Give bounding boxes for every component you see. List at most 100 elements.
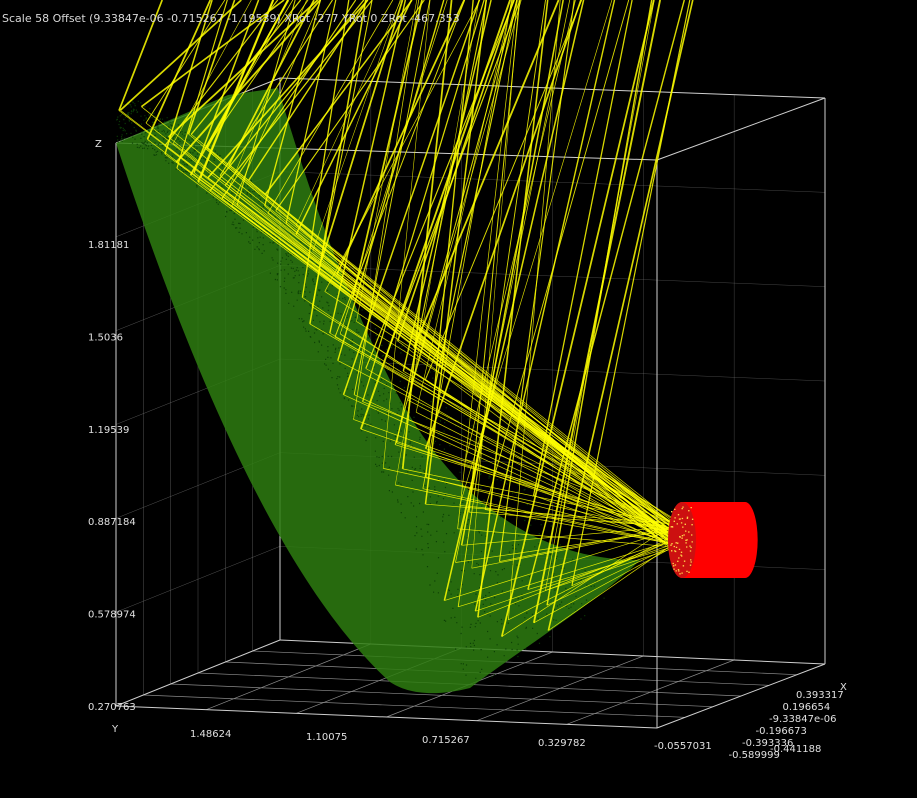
incident-ray	[324, 0, 481, 292]
reflected-ray	[425, 448, 675, 531]
incident-ray	[382, 0, 431, 469]
reflected-ray	[444, 530, 671, 601]
incident-ray	[407, 0, 522, 401]
incident-ray	[312, 0, 401, 252]
incident-ray	[360, 0, 511, 430]
x-tick-label: -0.393336	[742, 738, 793, 749]
incident-ray	[207, 0, 369, 179]
incident-ray	[321, 0, 404, 260]
reflected-ray	[193, 172, 666, 531]
grid-line	[566, 659, 735, 725]
reflected-ray	[168, 136, 676, 548]
y-tick-label: 1.48624	[190, 729, 231, 740]
x-tick-label: -9.33847e-06	[769, 714, 836, 725]
z-tick-label: 1.5036	[88, 332, 123, 343]
incident-ray	[275, 0, 425, 212]
incident-ray	[204, 0, 294, 149]
reflected-ray	[422, 488, 671, 544]
reflected-ray	[321, 259, 680, 538]
incident-ray	[140, 0, 285, 108]
y-tick-label: -0.441188	[770, 744, 821, 755]
view-status-text: Scale 58 Offset (9.33847e-06 -0.715267 -…	[2, 12, 460, 25]
reflected-ray	[164, 153, 668, 525]
reflected-ray	[386, 355, 677, 538]
incident-ray	[508, 0, 561, 620]
reflected-ray	[461, 526, 672, 546]
incident-ray	[164, 0, 279, 147]
incident-ray	[226, 0, 307, 193]
grid-line	[476, 655, 644, 721]
incident-ray	[248, 0, 369, 181]
incident-ray	[301, 0, 350, 298]
reflected-ray	[533, 542, 682, 624]
incident-ray	[118, 0, 163, 111]
grid-line	[252, 650, 798, 676]
incident-ray	[394, 0, 518, 445]
incident-ray	[532, 0, 633, 496]
incident-ray	[471, 0, 520, 569]
reflected-ray	[545, 546, 680, 591]
incident-ray	[356, 0, 418, 322]
incident-ray	[457, 0, 518, 529]
incident-ray	[119, 0, 242, 111]
box-edge	[656, 663, 826, 729]
reflected-ray	[395, 444, 670, 531]
x-tick-label: 0.393317	[796, 690, 844, 701]
incident-ray	[362, 0, 485, 402]
y-tick-label: -0.0557031	[654, 741, 712, 752]
reflected-ray	[190, 174, 675, 538]
incident-ray	[173, 0, 252, 144]
incident-ray	[175, 0, 321, 163]
incident-ray	[264, 0, 413, 195]
incident-ray	[219, 0, 333, 177]
reflected-ray	[548, 537, 682, 631]
reflected-ray	[173, 143, 682, 531]
incident-ray	[206, 0, 289, 149]
incident-ray	[193, 0, 260, 173]
axis-labels: 0.270763 0.578974 0.887184 1.19539 1.5036 1.8…	[88, 139, 847, 761]
reflected-ray	[465, 458, 677, 547]
x-tick-label: -0.196673	[756, 726, 807, 737]
incident-ray	[443, 0, 585, 601]
incident-ray	[527, 0, 685, 590]
reflected-ray	[362, 401, 685, 529]
incident-ray	[295, 0, 413, 235]
incident-ray	[396, 0, 487, 444]
mirror-surface-area	[116, 88, 640, 694]
z-tick-label: 0.887184	[88, 517, 136, 528]
reflected-ray	[226, 191, 674, 534]
y-tick-label: 1.10075	[306, 732, 347, 743]
reflected-ray	[204, 147, 676, 543]
reflected-ray	[484, 509, 668, 544]
incident-ray	[484, 0, 630, 510]
incident-ray	[342, 0, 480, 395]
grid-line	[279, 171, 826, 193]
reflected-ray	[501, 526, 671, 637]
incident-ray	[424, 0, 583, 380]
reflected-ray	[571, 540, 671, 587]
z-axis-label: Z	[95, 139, 102, 150]
incident-ray	[424, 0, 582, 449]
box-edge	[115, 639, 281, 707]
incident-ray	[385, 0, 521, 357]
incident-ray	[267, 0, 394, 214]
z-tick-label: 0.578974	[88, 610, 136, 621]
incident-ray	[401, 0, 453, 469]
incident-ray	[285, 0, 337, 224]
parabolic-mirror-surface	[116, 88, 640, 694]
light-rays	[118, 0, 694, 637]
z-tick-label: 1.19539	[88, 425, 129, 436]
incident-ray	[337, 0, 445, 361]
reflected-ray	[365, 368, 672, 546]
incident-ray	[353, 0, 420, 420]
z-tick-label: 0.270763	[88, 702, 136, 713]
x-axis-label: X	[840, 682, 847, 693]
incident-ray	[221, 0, 357, 199]
box-edge	[656, 97, 826, 161]
reflected-ray	[324, 291, 684, 527]
reflected-ray	[546, 541, 681, 606]
reflected-ray	[383, 468, 676, 534]
incident-ray	[352, 0, 423, 298]
reflected-ray	[459, 504, 674, 529]
